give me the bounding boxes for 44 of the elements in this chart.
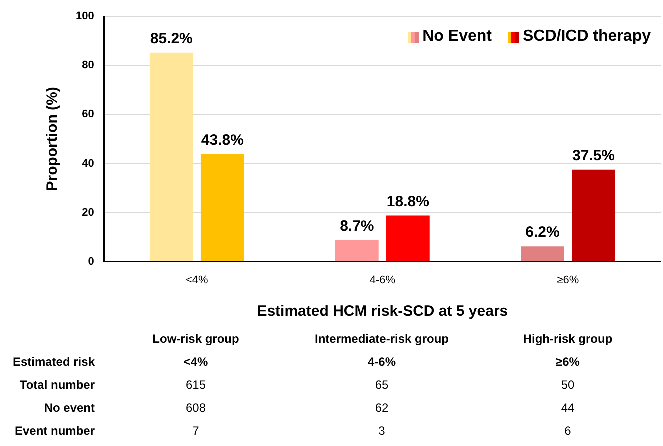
category-label: Intermediate-risk group xyxy=(314,330,450,348)
text: 44 xyxy=(561,400,575,414)
category-label: Total number xyxy=(20,378,95,392)
category-label: Estimated risk xyxy=(12,354,95,368)
text: ≥6% xyxy=(556,354,580,368)
y-tick-label: 0 xyxy=(88,256,94,268)
category-label: Event number xyxy=(14,424,95,438)
text: 615 xyxy=(186,378,206,392)
bar xyxy=(200,154,244,262)
text: 62 xyxy=(375,400,389,414)
y-tick-label: 60 xyxy=(82,108,94,121)
bar xyxy=(150,52,194,262)
text: 6 xyxy=(564,424,572,438)
text: 7 xyxy=(192,424,200,438)
text: 3 xyxy=(378,424,386,438)
category-label: No event xyxy=(44,400,95,414)
y-axis-title: Proportion (%) xyxy=(44,87,62,192)
data-label: 43.8% xyxy=(201,132,244,150)
data-label: 85.2% xyxy=(150,30,193,48)
bar xyxy=(386,216,430,262)
bar xyxy=(521,246,564,262)
data-label: 18.8% xyxy=(386,193,430,210)
bar xyxy=(335,240,379,262)
legend-label: No Event xyxy=(422,28,492,46)
text: <4% xyxy=(184,354,208,368)
text: 608 xyxy=(186,400,206,414)
x-tick-label: <4% xyxy=(186,274,209,286)
data-label: 37.5% xyxy=(572,147,616,164)
text: 65 xyxy=(375,378,389,392)
category-label: Low-risk group xyxy=(152,330,240,348)
y-tick-label: 100 xyxy=(76,10,94,23)
x-tick-label: 4-6% xyxy=(370,274,396,286)
y-tick-label: 40 xyxy=(82,158,94,170)
text: 4-6% xyxy=(368,354,396,368)
legend-label: SCD/ICD therapy xyxy=(522,28,651,46)
category-label: High-risk group xyxy=(522,330,614,348)
data-label: 8.7% xyxy=(340,218,374,236)
text: 50 xyxy=(561,378,575,392)
x-tick-label: ≥6% xyxy=(557,274,580,286)
bar xyxy=(572,170,616,262)
data-label: 6.2% xyxy=(526,224,560,242)
y-tick-label: 20 xyxy=(82,206,94,219)
y-tick-label: 80 xyxy=(82,60,94,72)
x-axis-title: Estimated HCM risk-SCD at 5 years xyxy=(257,303,508,320)
